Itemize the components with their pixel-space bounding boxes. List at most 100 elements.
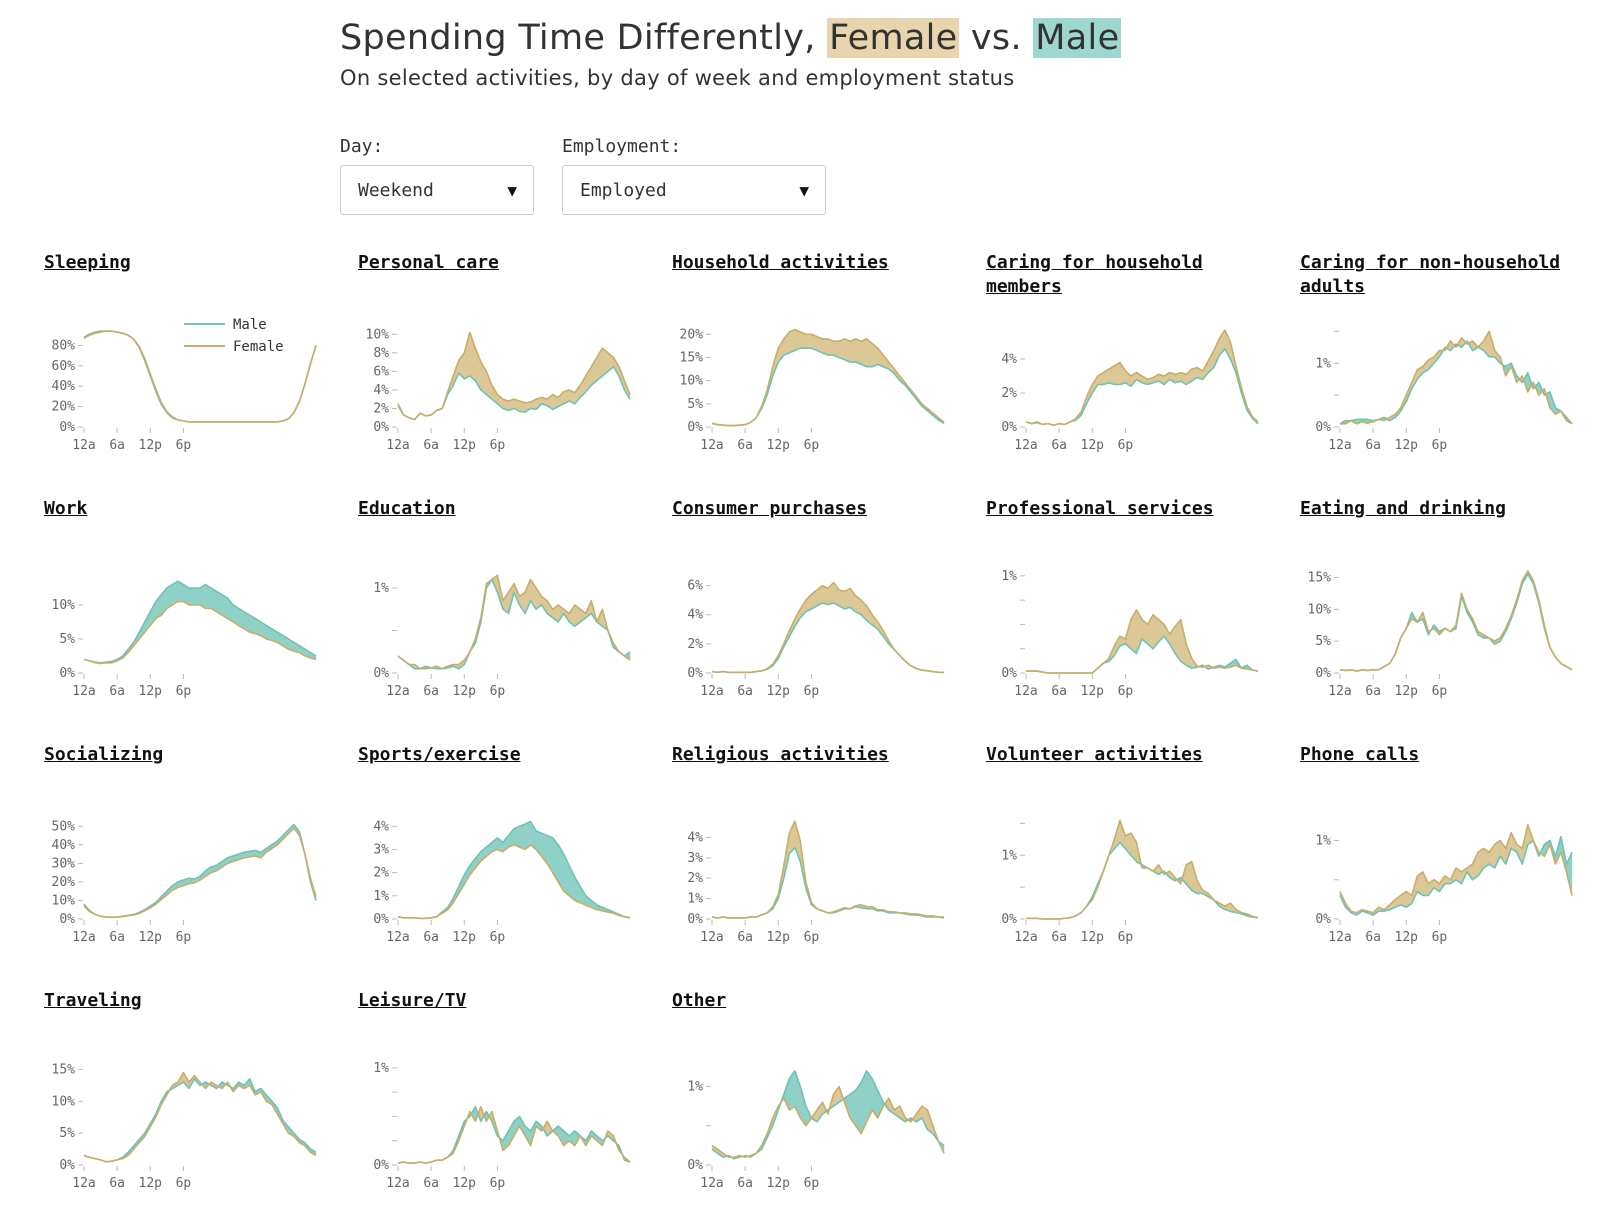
y-tick: 20% [52, 400, 83, 415]
chart-panel: Eating and drinking 0% 5% 10% 15% 12a 6a 12p 6p [1300, 497, 1600, 727]
difference-band [849, 338, 856, 363]
y-tick: 0% [1315, 420, 1339, 435]
y-tick-label: 4% [687, 608, 703, 623]
chart-title[interactable]: Professional services [986, 498, 1214, 519]
y-tick-label: 4% [373, 819, 389, 834]
y-tick-label: 10% [1308, 602, 1332, 617]
x-tick-label: 12p [139, 438, 163, 453]
x-tick-label: 12a [386, 930, 409, 945]
x-tick-label: 12p [453, 1176, 477, 1191]
chart-panel: Sports/exercise 0% 1% 2% 3% 4% 12a 6a 12p 6p [358, 743, 658, 973]
difference-band [188, 587, 195, 606]
y-tick-label: 0% [687, 1158, 703, 1173]
y-tick-label: 0% [59, 666, 75, 681]
x-tick-label: 6p [1118, 684, 1134, 699]
chart-panel: Professional services 0% 1% 12a 6a 12p 6p [986, 497, 1286, 727]
y-tick-label: 15% [1308, 570, 1332, 585]
chart-panel: Work 0% 5% 10% 12a 6a 12p 6p [44, 497, 344, 727]
female-series-line [1339, 570, 1573, 672]
y-tick: 1% [373, 1061, 397, 1076]
y-tick-label: 10% [52, 893, 76, 908]
difference-band [194, 587, 201, 606]
x-tick-label: 6p [176, 1176, 192, 1191]
y-tick: 4% [687, 830, 711, 845]
y-tick: 0% [1001, 912, 1025, 927]
y-tick: 3% [687, 851, 711, 866]
x-tick-label: 6p [1432, 684, 1448, 699]
area-chart: 0% 1% 12a 6a 12p 6p [373, 574, 631, 699]
y-tick: 5% [1315, 634, 1339, 649]
y-tick-label: 20% [52, 875, 76, 890]
chart-title[interactable]: Work [44, 498, 88, 519]
chart-title[interactable]: Personal care [358, 252, 499, 273]
x-tick-label: 6a [109, 438, 125, 453]
y-tick-label: 2% [687, 637, 703, 652]
y-tick: 20% [680, 327, 711, 342]
x-tick-label: 12p [453, 438, 477, 453]
chart-title[interactable]: Sports/exercise [358, 744, 521, 765]
x-tick-label: 12a [1328, 684, 1351, 699]
y-tick: 0% [1315, 912, 1339, 927]
chart-title[interactable]: Consumer purchases [672, 498, 868, 519]
y-tick-label: 0% [373, 420, 389, 435]
x-tick-label: 12p [767, 930, 791, 945]
x-tick-label: 12a [700, 930, 723, 945]
x-tick-label: 6a [1051, 684, 1067, 699]
y-tick: 0% [1001, 666, 1025, 681]
caret-down-icon: ▼ [507, 180, 517, 200]
difference-band [855, 338, 862, 365]
chart-title[interactable]: Other [672, 990, 727, 1011]
male-highlight: Male [1033, 18, 1122, 58]
chart-title[interactable]: Caring for non-household adults [1300, 252, 1561, 297]
y-tick-label: 60% [52, 359, 76, 374]
chart-title[interactable]: Socializing [44, 744, 164, 765]
y-tick-label: 15% [680, 350, 704, 365]
y-tick-label: 1% [373, 581, 389, 596]
x-tick-label: 12p [767, 1176, 791, 1191]
y-tick: 0% [687, 420, 711, 435]
area-chart: 0% 1% 2% 3% 4% 12a 6a 12p 6p [687, 820, 945, 945]
female-series-line [1025, 329, 1259, 427]
chart-title[interactable]: Traveling [44, 990, 142, 1011]
chart-panel: Sleeping 0% 20% 40% 60% 80% 12a 6a 12p 6p Male Fema… [44, 251, 344, 481]
employment-label: Employment: [562, 136, 682, 157]
female-series-line [1026, 609, 1259, 674]
x-tick-label: 12a [72, 930, 95, 945]
employment-select[interactable]: Employed ▼ [562, 165, 826, 215]
y-tick: 0% [59, 666, 83, 681]
x-tick-label: 12a [72, 684, 95, 699]
x-tick-label: 6a [1365, 684, 1381, 699]
y-tick-label: 10% [52, 1094, 76, 1109]
y-tick-label: 0% [59, 420, 75, 435]
y-tick-label: 0% [687, 912, 703, 927]
female-series-line [397, 844, 631, 920]
chart-title[interactable]: Caring for household members [986, 252, 1203, 297]
y-tick: 10% [680, 374, 711, 389]
x-tick-label: 12a [700, 1176, 723, 1191]
area-chart: 0% 2% 4% 6% 8% 10% 12a 6a 12p 6p [366, 327, 631, 453]
chart-title[interactable]: Leisure/TV [358, 990, 467, 1011]
day-select[interactable]: Weekend ▼ [340, 165, 534, 215]
x-tick-label: 6p [176, 684, 192, 699]
chart-panel: Religious activities 0% 1% 2% 3% 4% 12a 6a 12p 6p [672, 743, 972, 973]
y-tick-label: 10% [52, 598, 76, 613]
y-tick-label: 8% [373, 346, 389, 361]
x-tick-label: 6p [490, 1176, 506, 1191]
chart-title[interactable]: Volunteer activities [986, 744, 1203, 765]
y-tick: 4% [1001, 352, 1025, 367]
chart-title[interactable]: Education [358, 498, 456, 519]
chart-title[interactable]: Religious activities [672, 744, 889, 765]
chart-title[interactable]: Sleeping [44, 252, 131, 273]
difference-band [513, 825, 520, 848]
y-tick-label: 6% [687, 579, 703, 594]
y-tick: 30% [52, 856, 83, 871]
y-tick-label: 0% [59, 912, 75, 927]
x-tick-label: 12a [700, 684, 723, 699]
chart-title[interactable]: Phone calls [1300, 744, 1420, 765]
chart-title[interactable]: Household activities [672, 252, 889, 273]
chart-title[interactable]: Eating and drinking [1300, 498, 1506, 519]
x-tick-label: 12p [453, 930, 477, 945]
x-tick-label: 6p [804, 684, 820, 699]
y-tick-label: 1% [687, 1080, 703, 1095]
female-series-line [83, 1071, 317, 1163]
